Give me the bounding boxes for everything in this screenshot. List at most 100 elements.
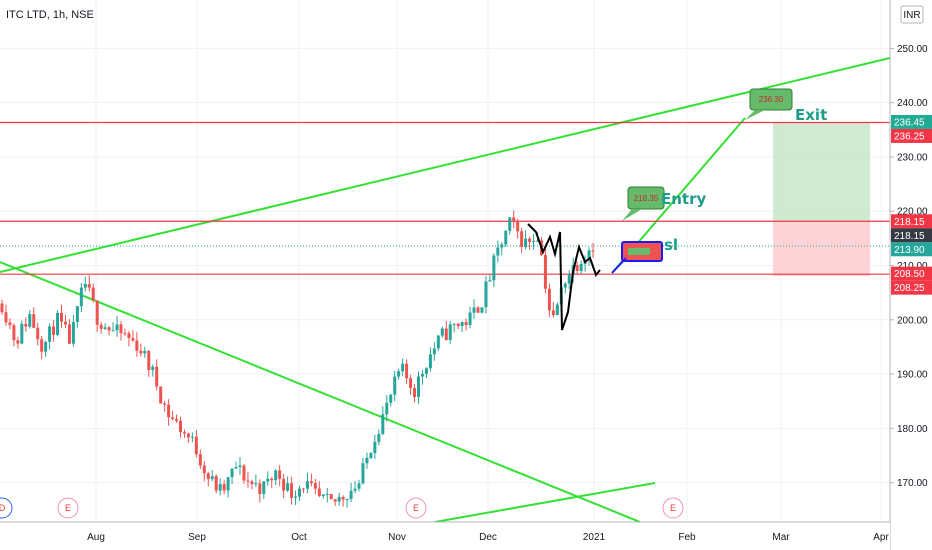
price-tag-label-4: 213.90 [894,245,925,256]
candle-body-122 [484,282,487,308]
candle-body-15 [60,313,63,322]
candle-body-41 [163,403,166,404]
candle-body-102 [405,364,408,378]
sl-label[interactable]: sl [664,236,678,254]
x-tick-label-8: Apr [873,532,889,543]
candle-body-23 [92,288,95,301]
entry-label[interactable]: Entry [661,190,706,208]
candle-body-19 [76,306,79,322]
exit-label[interactable]: Exit [795,106,827,124]
candle-body-113 [449,324,452,340]
event-marker-label-1: E [65,503,71,513]
candle-body-93 [369,453,372,458]
candle-body-82 [326,494,329,495]
profit-zone [773,122,870,222]
candle-body-33 [131,338,134,340]
candle-body-120 [477,307,480,312]
candle-body-9 [36,328,39,339]
candle-body-106 [421,374,424,377]
candle-body-125 [496,247,499,255]
candle-body-20 [80,288,83,307]
candle-body-138 [548,289,551,311]
candle-body-70 [278,470,281,478]
candle-body-63 [250,481,253,484]
x-tick-label-3: Nov [388,532,406,543]
candle-body-54 [215,476,218,490]
candle-body-87 [346,499,349,500]
candle-body-81 [322,494,325,496]
candle-body-58 [231,469,234,478]
candle-body-98 [389,395,392,403]
candle-body-88 [350,491,353,499]
candle-body-3 [12,325,15,340]
candle-body-89 [354,489,357,491]
candle-body-140 [556,305,559,316]
candle-body-28 [112,330,115,331]
candle-body-99 [393,377,396,395]
candle-body-116 [461,322,464,326]
candle-body-62 [246,481,249,482]
y-tick-label-3: 200.00 [897,315,928,326]
price-tag-label-6: 208.25 [894,283,925,294]
candle-body-84 [334,499,337,501]
candle-body-94 [373,442,376,453]
candle-body-59 [235,467,238,469]
candle-body-133 [528,239,531,242]
candle-body-50 [199,454,202,465]
candle-body-61 [242,466,245,481]
candle-body-97 [385,403,388,415]
x-tick-label-6: Feb [678,532,696,543]
candle-body-53 [211,476,214,479]
sl-callout-inner [628,248,650,255]
candle-body-139 [552,310,555,315]
candle-body-49 [195,437,198,454]
exit-callout-text: 236.30 [759,95,784,104]
candle-body-40 [159,387,162,404]
candle-body-46 [183,432,186,433]
candle-body-101 [401,364,404,372]
candle-body-96 [381,414,384,434]
event-marker-label-2: E [413,503,419,513]
candle-body-134 [532,241,535,242]
candle-body-110 [437,336,440,349]
event-marker-label-0: D [0,503,6,513]
candle-body-47 [187,434,190,438]
candle-body-74 [294,497,297,498]
candle-body-14 [56,313,59,335]
candle-body-107 [425,368,428,374]
currency-button[interactable]: INR [901,6,923,23]
candle-body-95 [377,434,380,442]
candle-body-108 [429,354,432,368]
candle-body-85 [338,497,341,502]
candle-body-11 [44,342,47,352]
x-tick-label-2: Oct [291,532,307,543]
y-tick-label-2: 190.00 [897,370,928,381]
candle-body-111 [441,329,444,336]
candle-body-128 [508,217,511,230]
x-tick-label-5: 2021 [583,532,606,543]
y-tick-label-0: 170.00 [897,478,928,489]
time-axis[interactable]: Aug Sep Oct Nov Dec 2021 Feb Mar Apr [0,522,890,550]
y-tick-label-7: 240.00 [897,98,928,109]
candle-body-35 [139,351,142,354]
candle-body-76 [302,489,305,490]
candle-body-104 [413,388,416,397]
candle-body-109 [433,348,436,354]
y-tick-label-8: 250.00 [897,44,928,55]
candle-body-69 [274,470,277,480]
candle-body-55 [219,484,222,490]
candle-body-105 [417,376,420,397]
candle-body-10 [40,339,43,352]
candle-body-83 [330,494,333,499]
price-axis[interactable]: 170.00 180.00 190.00 200.00 210.00 220.00 230.… [890,0,932,550]
candle-body-25 [100,325,103,329]
candle-body-34 [135,341,138,351]
candle-body-1 [4,312,7,322]
candle-body-60 [239,466,242,468]
candle-body-64 [254,483,257,484]
candle-body-48 [191,437,194,438]
candle-body-146 [580,264,583,271]
candle-body-112 [445,329,448,341]
loss-zone [773,222,870,276]
